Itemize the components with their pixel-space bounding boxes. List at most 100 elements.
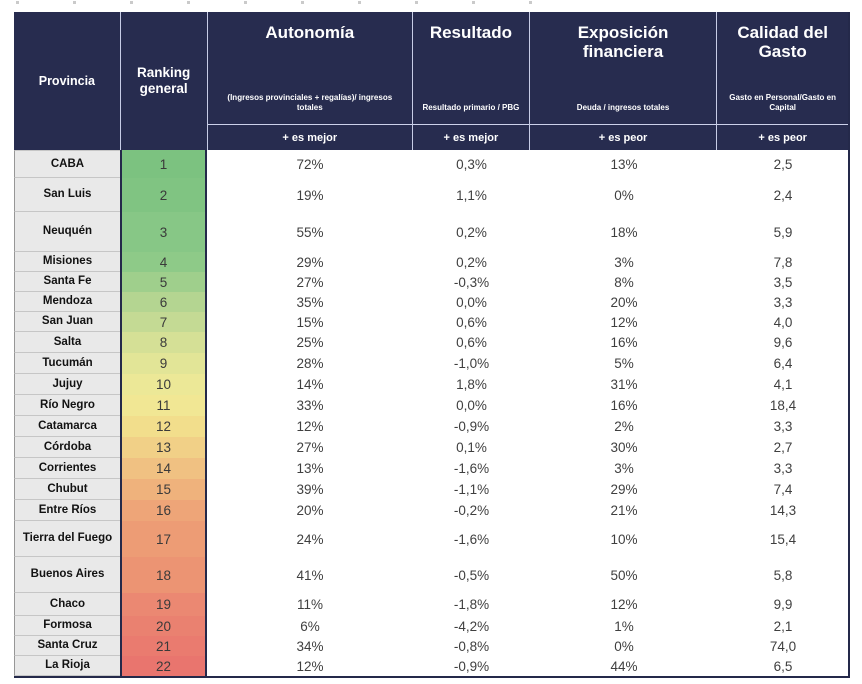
province-cell: Catamarca (14, 416, 120, 437)
table-row: Corrientes 14 13% -1,6% 3% 3,3 (14, 458, 848, 479)
resultado-value-cell: 0,3% (413, 150, 530, 178)
rank-cell: 18 (120, 557, 207, 593)
resultado-value-cell: 0,1% (413, 437, 530, 458)
autonomia-title: Autonomía (265, 23, 355, 42)
province-cell: Mendoza (14, 292, 120, 312)
autonomia-value-cell: 35% (207, 292, 413, 312)
province-cell: La Rioja (14, 656, 120, 676)
table-row: CABA 1 72% 0,3% 13% 2,5 (14, 150, 848, 178)
autonomia-value-cell: 14% (207, 374, 413, 395)
resultado-value-cell: -1,8% (413, 593, 530, 616)
exposicion-formula: Deuda / ingresos totales (576, 103, 670, 112)
resultado-title: Resultado (429, 23, 512, 42)
exposicion-value-cell: 30% (530, 437, 718, 458)
col-header-provincia-label: Provincia (38, 74, 96, 88)
province-cell: San Juan (14, 312, 120, 332)
resultado-value-cell: 1,1% (413, 178, 530, 212)
table-row: Formosa 20 6% -4,2% 1% 2,1 (14, 616, 848, 636)
autonomia-formula: (Ingresos provinciales + regalías)/ ingr… (227, 93, 393, 112)
autonomia-value-cell: 27% (207, 437, 413, 458)
resultado-formula: Resultado primario / PBG (422, 103, 520, 112)
rank-cell: 10 (120, 374, 207, 395)
rank-cell: 12 (120, 416, 207, 437)
province-cell: San Luis (14, 178, 120, 212)
resultado-value-cell: 0,0% (413, 292, 530, 312)
exposicion-value-cell: 16% (530, 332, 718, 353)
autonomia-value-cell: 11% (207, 593, 413, 616)
rank-cell: 5 (120, 272, 207, 292)
exposicion-title: Exposición financiera (577, 23, 669, 61)
resultado-value-cell: -0,8% (413, 636, 530, 656)
calidad-value-cell: 15,4 (718, 521, 848, 557)
resultado-value-cell: -0,3% (413, 272, 530, 292)
autonomia-value-cell: 39% (207, 479, 413, 500)
table-row: Salta 8 25% 0,6% 16% 9,6 (14, 332, 848, 353)
autonomia-value-cell: 28% (207, 353, 413, 374)
table-row: Río Negro 11 33% 0,0% 16% 18,4 (14, 395, 848, 416)
province-cell: Santa Fe (14, 272, 120, 292)
autonomia-value-cell: 55% (207, 212, 413, 252)
resultado-value-cell: 0,6% (413, 312, 530, 332)
exposicion-value-cell: 20% (530, 292, 718, 312)
calidad-direction: + es peor (717, 124, 848, 150)
calidad-value-cell: 18,4 (718, 395, 848, 416)
province-cell: Entre Ríos (14, 500, 120, 521)
province-cell: Río Negro (14, 395, 120, 416)
exposicion-value-cell: 0% (530, 636, 718, 656)
exposicion-value-cell: 0% (530, 178, 718, 212)
exposicion-value-cell: 8% (530, 272, 718, 292)
rank-cell: 8 (120, 332, 207, 353)
rank-cell: 2 (120, 178, 207, 212)
rank-cell: 13 (120, 437, 207, 458)
rank-cell: 20 (120, 616, 207, 636)
autonomia-value-cell: 34% (207, 636, 413, 656)
exposicion-value-cell: 2% (530, 416, 718, 437)
autonomia-direction: + es mejor (207, 124, 413, 150)
exposicion-value-cell: 13% (530, 150, 718, 178)
exposicion-value-cell: 12% (530, 593, 718, 616)
exposicion-value-cell: 3% (530, 458, 718, 479)
calidad-value-cell: 14,3 (718, 500, 848, 521)
table-row: Jujuy 10 14% 1,8% 31% 4,1 (14, 374, 848, 395)
calidad-value-cell: 2,1 (718, 616, 848, 636)
province-cell: CABA (14, 150, 120, 178)
calidad-value-cell: 4,1 (718, 374, 848, 395)
table-row: Santa Fe 5 27% -0,3% 8% 3,5 (14, 272, 848, 292)
col-header-resultado: Resultado Resultado primario / PBG + es … (412, 12, 529, 150)
resultado-value-cell: -1,6% (413, 521, 530, 557)
province-cell: Córdoba (14, 437, 120, 458)
table-row: San Luis 2 19% 1,1% 0% 2,4 (14, 178, 848, 212)
calidad-value-cell: 5,9 (718, 212, 848, 252)
province-cell: Corrientes (14, 458, 120, 479)
exposicion-header-top: Exposición financiera Deuda / ingresos t… (530, 12, 717, 124)
rank-cell: 4 (120, 252, 207, 272)
table-row: Santa Cruz 21 34% -0,8% 0% 74,0 (14, 636, 848, 656)
autonomia-value-cell: 12% (207, 416, 413, 437)
calidad-value-cell: 6,5 (718, 656, 848, 676)
autonomia-value-cell: 19% (207, 178, 413, 212)
autonomia-value-cell: 29% (207, 252, 413, 272)
resultado-header-top: Resultado Resultado primario / PBG (413, 12, 529, 124)
table-row: Entre Ríos 16 20% -0,2% 21% 14,3 (14, 500, 848, 521)
autonomia-value-cell: 27% (207, 272, 413, 292)
autonomia-value-cell: 15% (207, 312, 413, 332)
resultado-direction: + es mejor (413, 124, 529, 150)
calidad-value-cell: 2,7 (718, 437, 848, 458)
exposicion-direction: + es peor (529, 124, 717, 150)
col-header-autonomia: Autonomía (Ingresos provinciales + regal… (206, 12, 413, 150)
province-cell: Chaco (14, 593, 120, 616)
autonomia-value-cell: 41% (207, 557, 413, 593)
table-row: Tucumán 9 28% -1,0% 5% 6,4 (14, 353, 848, 374)
resultado-value-cell: 0,0% (413, 395, 530, 416)
resultado-value-cell: -0,5% (413, 557, 530, 593)
exposicion-value-cell: 44% (530, 656, 718, 676)
table-row: Tierra del Fuego 17 24% -1,6% 10% 15,4 (14, 521, 848, 557)
col-header-calidad-del-gasto: Calidad del Gasto Gasto en Personal/Gast… (716, 12, 848, 150)
autonomia-header-top: Autonomía (Ingresos provinciales + regal… (208, 12, 413, 124)
provinces-ranking-table: Provincia Ranking general Autonomía (Ingr… (14, 12, 850, 678)
rank-cell: 7 (120, 312, 207, 332)
exposicion-value-cell: 1% (530, 616, 718, 636)
calidad-value-cell: 9,6 (718, 332, 848, 353)
rank-cell: 1 (120, 150, 207, 178)
